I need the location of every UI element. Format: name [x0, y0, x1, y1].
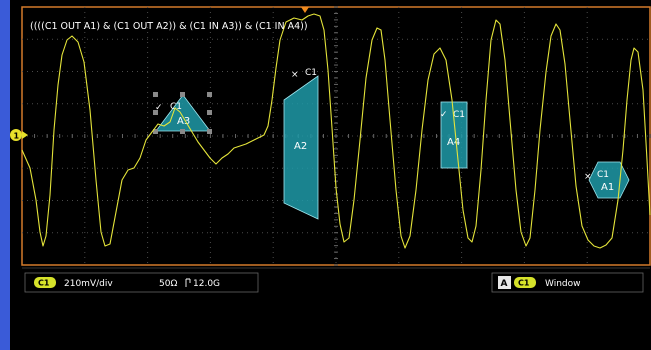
- channel1-waveform: [21, 13, 651, 249]
- trigger-readout-frame[interactable]: [491, 272, 644, 293]
- mask-a4-shape[interactable]: [440, 101, 468, 169]
- channel1-impedance: 50Ω: [159, 279, 177, 289]
- channel1-badge: [34, 277, 56, 288]
- mask-a2-shape[interactable]: [283, 75, 319, 220]
- channel1-bandwidth: 12.0G: [193, 279, 220, 289]
- mask-a3-handles[interactable]: [153, 92, 212, 134]
- check-icon: ✓: [440, 110, 448, 120]
- mask-expression: ((((C1 OUT A1) & (C1 OUT A2)) & (C1 IN A…: [30, 21, 308, 32]
- channel1-readout[interactable]: C1 210mV/div 50Ω 12.0G: [24, 272, 259, 293]
- channel1-marker[interactable]: 1: [10, 129, 28, 141]
- mask-a2-label: A2: [294, 141, 307, 152]
- mask-a1-label: A1: [601, 182, 614, 193]
- trigger-channel-badge-label: C1: [518, 279, 530, 288]
- mask-a3-label: A3: [177, 116, 190, 127]
- trigger-readout[interactable]: A C1 Window: [491, 272, 644, 293]
- trigger-position-marker[interactable]: [301, 7, 309, 13]
- mask-a4[interactable]: ✓ C1 A4: [440, 101, 468, 169]
- mask-a1-source: C1: [597, 170, 609, 180]
- channel1-badge-label: C1: [38, 279, 50, 288]
- mask-a4-label: A4: [447, 137, 460, 148]
- trigger-channel-badge: [514, 277, 536, 288]
- mask-a4-source: C1: [453, 110, 465, 120]
- graticule-grid: [21, 6, 651, 266]
- cross-icon: ×: [291, 70, 299, 80]
- channel1-marker-label: 1: [14, 132, 20, 141]
- trigger-a-badge-label: A: [501, 279, 508, 289]
- cross-icon: ×: [584, 172, 592, 182]
- mask-a3-source: C1: [170, 102, 182, 112]
- trigger-a-badge: [498, 276, 511, 289]
- channel1-readout-frame[interactable]: [24, 272, 259, 293]
- mask-a2-source: C1: [305, 68, 317, 78]
- mask-a2[interactable]: × C1 A2: [283, 68, 319, 220]
- side-panel-edge: [0, 0, 10, 350]
- channel1-scale: 210mV/div: [64, 279, 113, 289]
- check-icon: ✓: [155, 103, 163, 113]
- trigger-type: Window: [545, 279, 581, 289]
- bandwidth-icon: [185, 278, 191, 287]
